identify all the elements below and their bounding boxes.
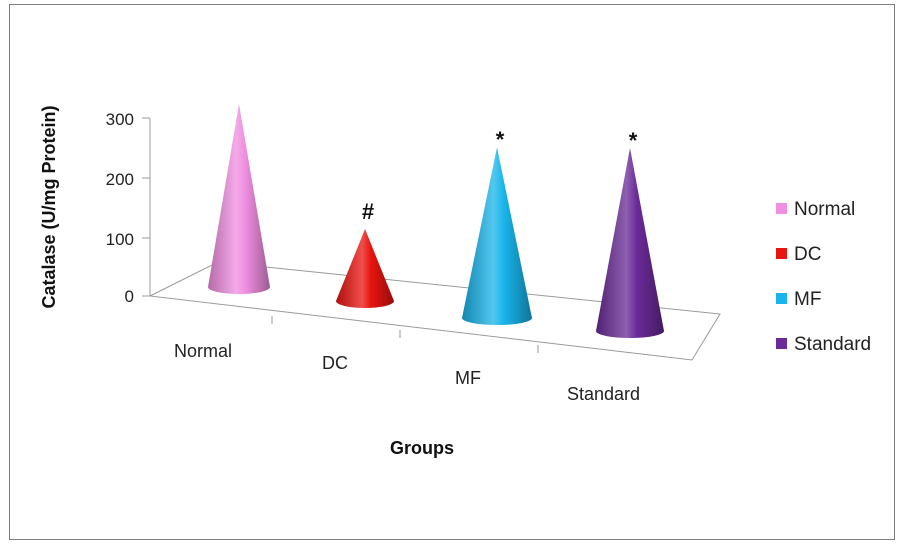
chart-frame [9,4,895,540]
y-tick-label: 200 [106,170,134,189]
legend-label-standard: Standard [794,334,871,355]
x-tick-label-dc: DC [322,353,348,373]
cones [208,104,664,338]
significance-marks: # * * [362,127,638,224]
y-axis-title: Catalase (U/mg Protein) [39,105,59,308]
legend: Normal DC MF Standard [776,199,871,355]
y-tick-label: 100 [106,230,134,249]
x-tick-label-mf: MF [455,368,481,388]
y-tick-label: 0 [125,287,134,306]
chart-walls [142,117,721,361]
chart-floor [148,261,721,361]
legend-swatch-normal [776,203,787,214]
legend-swatch-mf [776,293,787,304]
legend-swatch-standard [776,338,787,349]
cone-dc [336,229,394,308]
x-category-labels: Normal DC MF Standard [174,341,640,404]
significance-mark-mf: * [496,127,505,152]
x-axis-title: Groups [390,438,454,458]
cone-standard [596,148,664,338]
x-tick-label-standard: Standard [567,384,640,404]
legend-swatch-dc [776,248,787,259]
legend-label-normal: Normal [794,199,855,220]
significance-mark-dc: # [362,199,374,224]
x-tick-label-normal: Normal [174,341,232,361]
significance-mark-standard: * [629,128,638,153]
y-tick-label: 300 [106,110,134,129]
y-ticks: 300 200 100 0 [106,110,134,306]
cone-normal [208,104,270,294]
legend-label-dc: DC [794,244,821,265]
legend-label-mf: MF [794,289,821,310]
cone-mf [462,147,532,325]
